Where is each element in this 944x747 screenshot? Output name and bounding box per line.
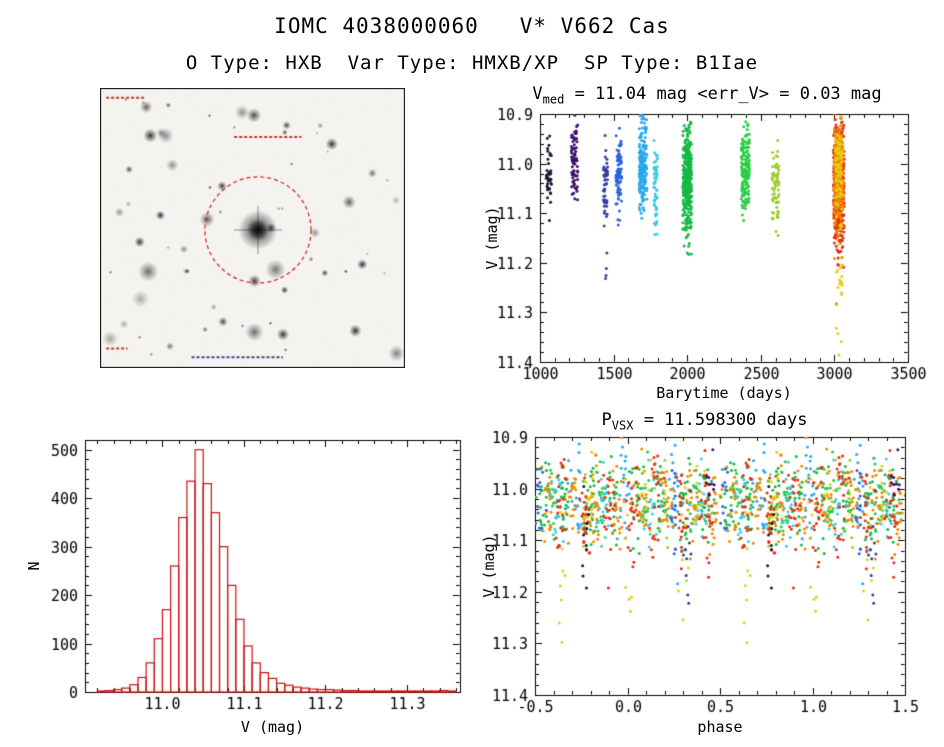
- phase-xlabel: phase: [697, 718, 743, 736]
- phase-folded-plot: [465, 425, 944, 737]
- lightcurve-xlabel: Barytime (days): [656, 384, 792, 402]
- lightcurve-title: Vmed = 11.04 mag <err_V> = 0.03 mag: [470, 84, 944, 106]
- lightcurve-title-post: = 11.04 mag <err_V> = 0.03 mag: [564, 84, 882, 104]
- lightcurve-ylabel: V (mag): [483, 206, 501, 270]
- finder-chart-image: [100, 88, 405, 368]
- magnitude-histogram-plot: [20, 428, 475, 728]
- phase-title-pre: P: [601, 410, 612, 430]
- histogram-ylabel: N: [25, 561, 43, 571]
- lightcurve-title-pre: V: [532, 84, 543, 104]
- page-title: IOMC 4038000060 V* V662 Cas: [274, 14, 670, 38]
- histogram-xlabel: V (mag): [240, 718, 305, 736]
- page-subtitle: O Type: HXB Var Type: HMXB/XP SP Type: B…: [185, 52, 759, 74]
- lightcurve-plot: [470, 100, 944, 400]
- phase-ylabel: V (mag): [480, 534, 498, 598]
